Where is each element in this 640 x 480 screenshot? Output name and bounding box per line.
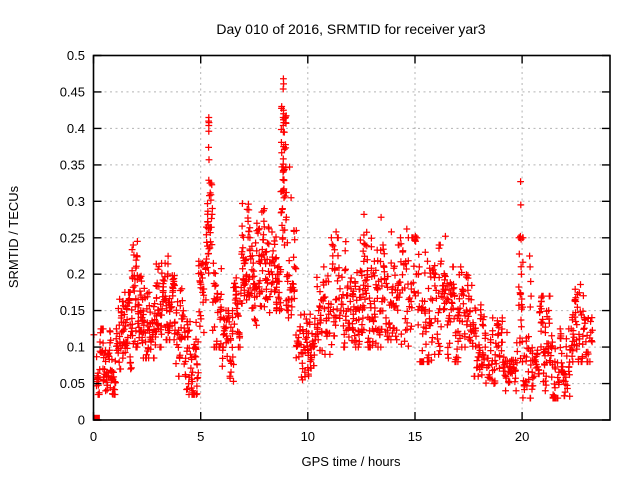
- x-tick-label: 5: [197, 429, 204, 444]
- x-tick-label: 0: [90, 429, 97, 444]
- x-tick-label: 10: [301, 429, 315, 444]
- y-tick-label: 0.5: [67, 48, 85, 63]
- y-tick-label: 0.3: [67, 194, 85, 209]
- origin-square-marker: [93, 414, 100, 421]
- data-points: [90, 75, 596, 421]
- x-tick-label: 20: [515, 429, 529, 444]
- plot-border: [92, 54, 611, 421]
- chart-title: Day 010 of 2016, SRMTID for receiver yar…: [216, 21, 485, 37]
- y-tick-label: 0.05: [60, 376, 85, 391]
- x-tick-label: 15: [408, 429, 422, 444]
- y-axis-label: SRMTID / TECUs: [6, 185, 21, 288]
- scatter-plus-markers: [90, 75, 596, 402]
- y-tick-label: 0: [78, 413, 85, 428]
- y-tick-label: 0.15: [60, 303, 85, 318]
- y-tick-label: 0.25: [60, 230, 85, 245]
- x-axis-label: GPS time / hours: [302, 454, 401, 469]
- y-tick-label: 0.2: [67, 267, 85, 282]
- tick-labels: 0 5 10 15 20 0 0.05 0.1 0.15 0.2 0.25 0.3 0.35 0.4 0.4…: [60, 48, 530, 444]
- y-tick-label: 0.45: [60, 84, 85, 99]
- y-tick-label: 0.35: [60, 157, 85, 172]
- y-tick-label: 0.4: [67, 121, 85, 136]
- y-tick-label: 0.1: [67, 340, 85, 355]
